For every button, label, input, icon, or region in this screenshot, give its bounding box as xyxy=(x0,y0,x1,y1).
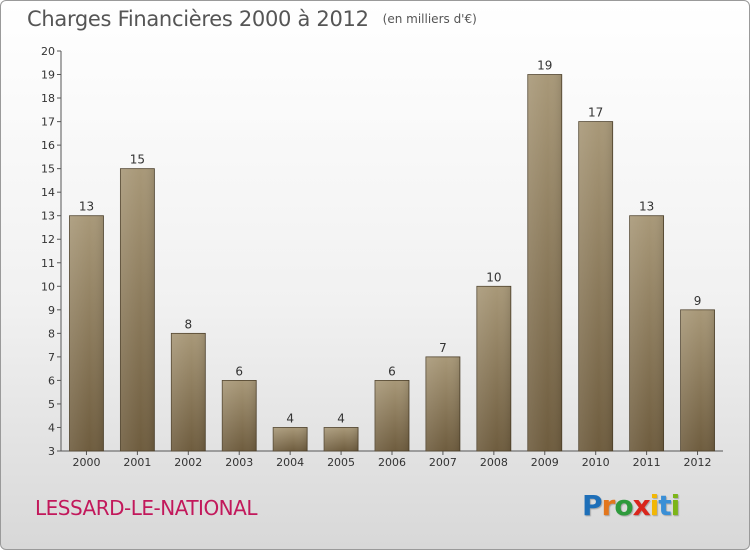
logo-letter: o xyxy=(614,489,633,522)
y-tick-label: 5 xyxy=(48,398,55,411)
bar-shine xyxy=(629,215,664,451)
y-tick-label: 7 xyxy=(48,351,55,364)
x-tick-label: 2007 xyxy=(429,456,457,469)
bar-value-label: 17 xyxy=(588,106,603,120)
logo-letter: i xyxy=(670,489,681,522)
proxiti-logo: Proxiti xyxy=(582,489,681,522)
bar-value-label: 10 xyxy=(486,270,501,284)
bar-value-label: 6 xyxy=(388,364,396,378)
y-tick-label: 19 xyxy=(41,69,55,82)
x-tick-label: 2005 xyxy=(327,456,355,469)
bar-value-label: 7 xyxy=(439,341,447,355)
bar-shine xyxy=(273,427,308,451)
logo-letter: t xyxy=(658,489,671,522)
x-tick-label: 2000 xyxy=(72,456,100,469)
y-tick-label: 15 xyxy=(41,163,55,176)
title-line: Charges Financières 2000 à 2012 (en milli… xyxy=(27,7,477,31)
bar-value-label: 13 xyxy=(639,200,654,214)
x-tick-label: 2011 xyxy=(633,456,661,469)
y-tick-label: 18 xyxy=(41,92,55,105)
bar-shine xyxy=(527,74,562,451)
logo-letter: i xyxy=(649,489,660,522)
y-tick-label: 20 xyxy=(41,45,55,58)
bar-layer: 13 15 8 6 4 4 6 7 10 19 17 13 9 xyxy=(69,59,715,452)
y-tick-label: 13 xyxy=(41,210,55,223)
y-tick-label: 8 xyxy=(48,327,55,340)
y-tick-label: 3 xyxy=(48,445,55,458)
bar-shine xyxy=(222,380,257,451)
bar-shine xyxy=(476,286,511,451)
x-tick-label: 2012 xyxy=(684,456,712,469)
x-tick-label: 2006 xyxy=(378,456,406,469)
y-tick-label: 10 xyxy=(41,280,55,293)
bar-value-label: 15 xyxy=(130,153,145,167)
y-tick-label: 4 xyxy=(48,421,55,434)
bar-value-label: 13 xyxy=(79,200,94,214)
bar-shine xyxy=(324,427,359,451)
chart-subtitle: (en milliers d'€) xyxy=(382,12,477,26)
x-tick-label: 2003 xyxy=(225,456,253,469)
y-tick-label: 17 xyxy=(41,116,55,129)
y-tick-label: 11 xyxy=(41,257,55,270)
bar-value-label: 4 xyxy=(337,411,345,425)
commune-name: LESSARD-LE-NATIONAL xyxy=(35,496,257,520)
y-tick-label: 9 xyxy=(48,304,55,317)
bar-shine xyxy=(120,168,155,451)
y-tick-label: 14 xyxy=(41,186,55,199)
chart-title: Charges Financières 2000 à 2012 xyxy=(27,7,369,31)
bar-shine xyxy=(171,333,206,451)
logo-letter: r xyxy=(601,489,616,522)
bar-value-label: 19 xyxy=(537,59,552,73)
axis-layer: 3 4 5 6 7 8 9 10 11 12 13 14 15 16 17 18 19 20 2000 2001 200… xyxy=(41,45,723,469)
bar-shine xyxy=(425,356,460,451)
bar-shine xyxy=(680,309,715,451)
x-tick-label: 2004 xyxy=(276,456,304,469)
x-tick-label: 2001 xyxy=(123,456,151,469)
y-tick-label: 12 xyxy=(41,233,55,246)
bar-value-label: 4 xyxy=(286,411,294,425)
y-tick-label: 6 xyxy=(48,374,55,387)
x-tick-label: 2009 xyxy=(531,456,559,469)
bar-shine xyxy=(69,215,104,451)
logo-letter: P xyxy=(582,489,603,522)
bar-value-label: 8 xyxy=(184,317,192,331)
x-tick-label: 2002 xyxy=(174,456,202,469)
x-tick-label: 2008 xyxy=(480,456,508,469)
y-tick-label: 16 xyxy=(41,139,55,152)
bar-shine xyxy=(578,121,613,452)
bar-value-label: 9 xyxy=(694,294,702,308)
bar-shine xyxy=(375,380,409,451)
logo-letter: x xyxy=(632,489,651,522)
bar-value-label: 6 xyxy=(235,364,243,378)
x-tick-label: 2010 xyxy=(582,456,610,469)
